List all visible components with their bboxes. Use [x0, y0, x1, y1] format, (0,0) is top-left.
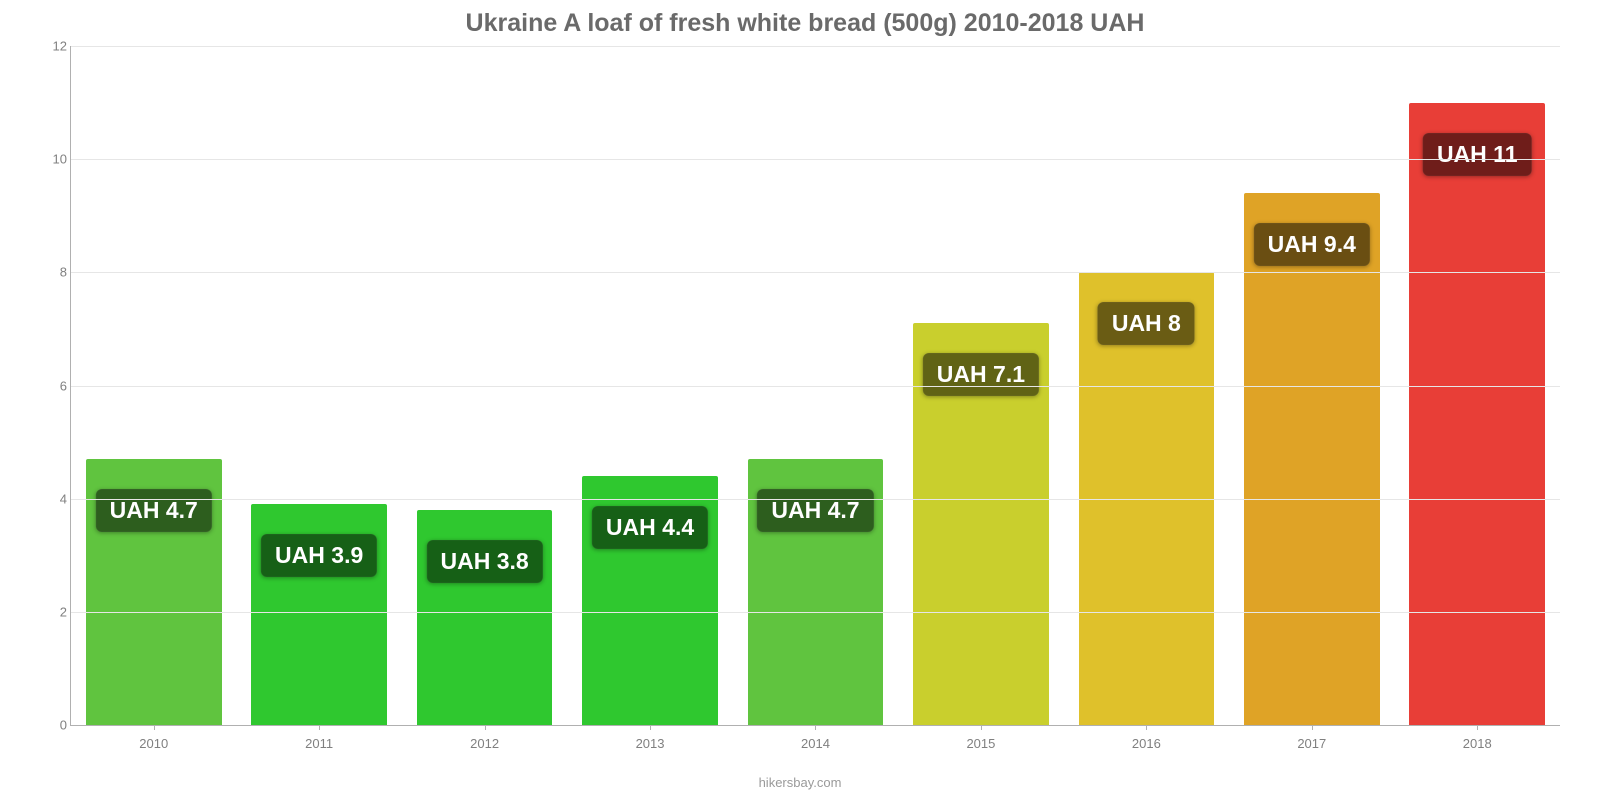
- attribution-text: hikersbay.com: [0, 775, 1600, 790]
- bar-chart: Ukraine A loaf of fresh white bread (500…: [0, 0, 1600, 800]
- xtick-label: 2010: [139, 736, 168, 751]
- bar: UAH 3.8: [417, 510, 553, 725]
- ytick-label: 10: [37, 152, 67, 167]
- xtick-label: 2011: [305, 736, 333, 751]
- xtick-mark: [815, 725, 816, 730]
- xtick-mark: [650, 725, 651, 730]
- gridline: [71, 159, 1560, 160]
- gridline: [71, 46, 1560, 47]
- bar: UAH 4.4: [582, 476, 718, 725]
- xtick-mark: [1477, 725, 1478, 730]
- bar: UAH 3.9: [251, 504, 387, 725]
- xtick-mark: [1146, 725, 1147, 730]
- xtick-label: 2016: [1132, 736, 1161, 751]
- chart-title: Ukraine A loaf of fresh white bread (500…: [50, 9, 1560, 38]
- xtick-mark: [485, 725, 486, 730]
- ytick-label: 2: [37, 604, 67, 619]
- bar-value-label: UAH 3.8: [426, 540, 542, 583]
- xtick-mark: [154, 725, 155, 730]
- xtick-mark: [319, 725, 320, 730]
- xtick-label: 2018: [1463, 736, 1492, 751]
- bar-value-label: UAH 7.1: [923, 353, 1039, 396]
- xtick-label: 2014: [801, 736, 830, 751]
- xtick-label: 2013: [636, 736, 665, 751]
- bar-value-label: UAH 3.9: [261, 534, 377, 577]
- xtick-label: 2012: [470, 736, 499, 751]
- bar-value-label: UAH 4.4: [592, 506, 708, 549]
- gridline: [71, 272, 1560, 273]
- bar: UAH 7.1: [913, 323, 1049, 725]
- ytick-label: 8: [37, 265, 67, 280]
- ytick-label: 6: [37, 378, 67, 393]
- xtick-mark: [1312, 725, 1313, 730]
- xtick-label: 2015: [966, 736, 995, 751]
- bar: UAH 11: [1409, 103, 1545, 725]
- bar-value-label: UAH 11: [1423, 133, 1532, 176]
- bar-value-label: UAH 8: [1098, 302, 1195, 345]
- bar-value-label: UAH 4.7: [757, 489, 873, 532]
- plot-area: UAH 4.72010UAH 3.92011UAH 3.82012UAH 4.4…: [70, 46, 1560, 726]
- bar-value-label: UAH 4.7: [96, 489, 212, 532]
- xtick-label: 2017: [1297, 736, 1326, 751]
- xtick-mark: [981, 725, 982, 730]
- ytick-label: 12: [37, 39, 67, 54]
- gridline: [71, 499, 1560, 500]
- ytick-label: 4: [37, 491, 67, 506]
- gridline: [71, 386, 1560, 387]
- gridline: [71, 612, 1560, 613]
- ytick-label: 0: [37, 718, 67, 733]
- bar-value-label: UAH 9.4: [1254, 223, 1370, 266]
